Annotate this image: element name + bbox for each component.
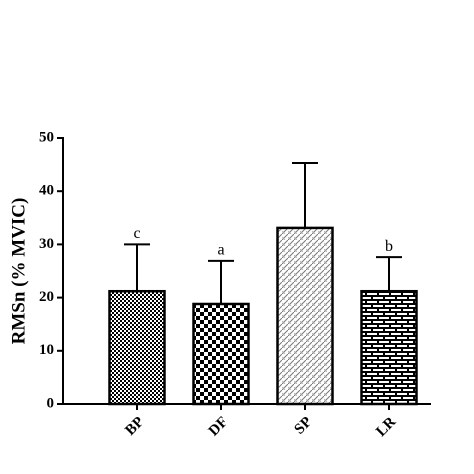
y-tick-label: 50: [39, 129, 54, 145]
y-tick-label: 0: [47, 395, 55, 411]
bar: [108, 289, 166, 406]
annotation: c: [133, 225, 140, 242]
bar: [276, 226, 334, 406]
annotation: a: [217, 242, 224, 259]
y-axis-label: RMSn (% MVIC): [8, 198, 29, 345]
y-tick-label: 20: [39, 289, 54, 305]
annotation: b: [385, 238, 393, 255]
bar: [192, 302, 250, 406]
y-tick-label: 30: [39, 236, 54, 252]
bar: [360, 289, 418, 406]
y-tick-label: 10: [39, 342, 54, 358]
x-tick-label: BP: [122, 414, 147, 439]
x-tick-label: DF: [206, 414, 231, 439]
x-tick-label: LR: [373, 414, 399, 440]
x-tick-label: SP: [292, 414, 316, 438]
y-tick-label: 40: [39, 183, 54, 199]
